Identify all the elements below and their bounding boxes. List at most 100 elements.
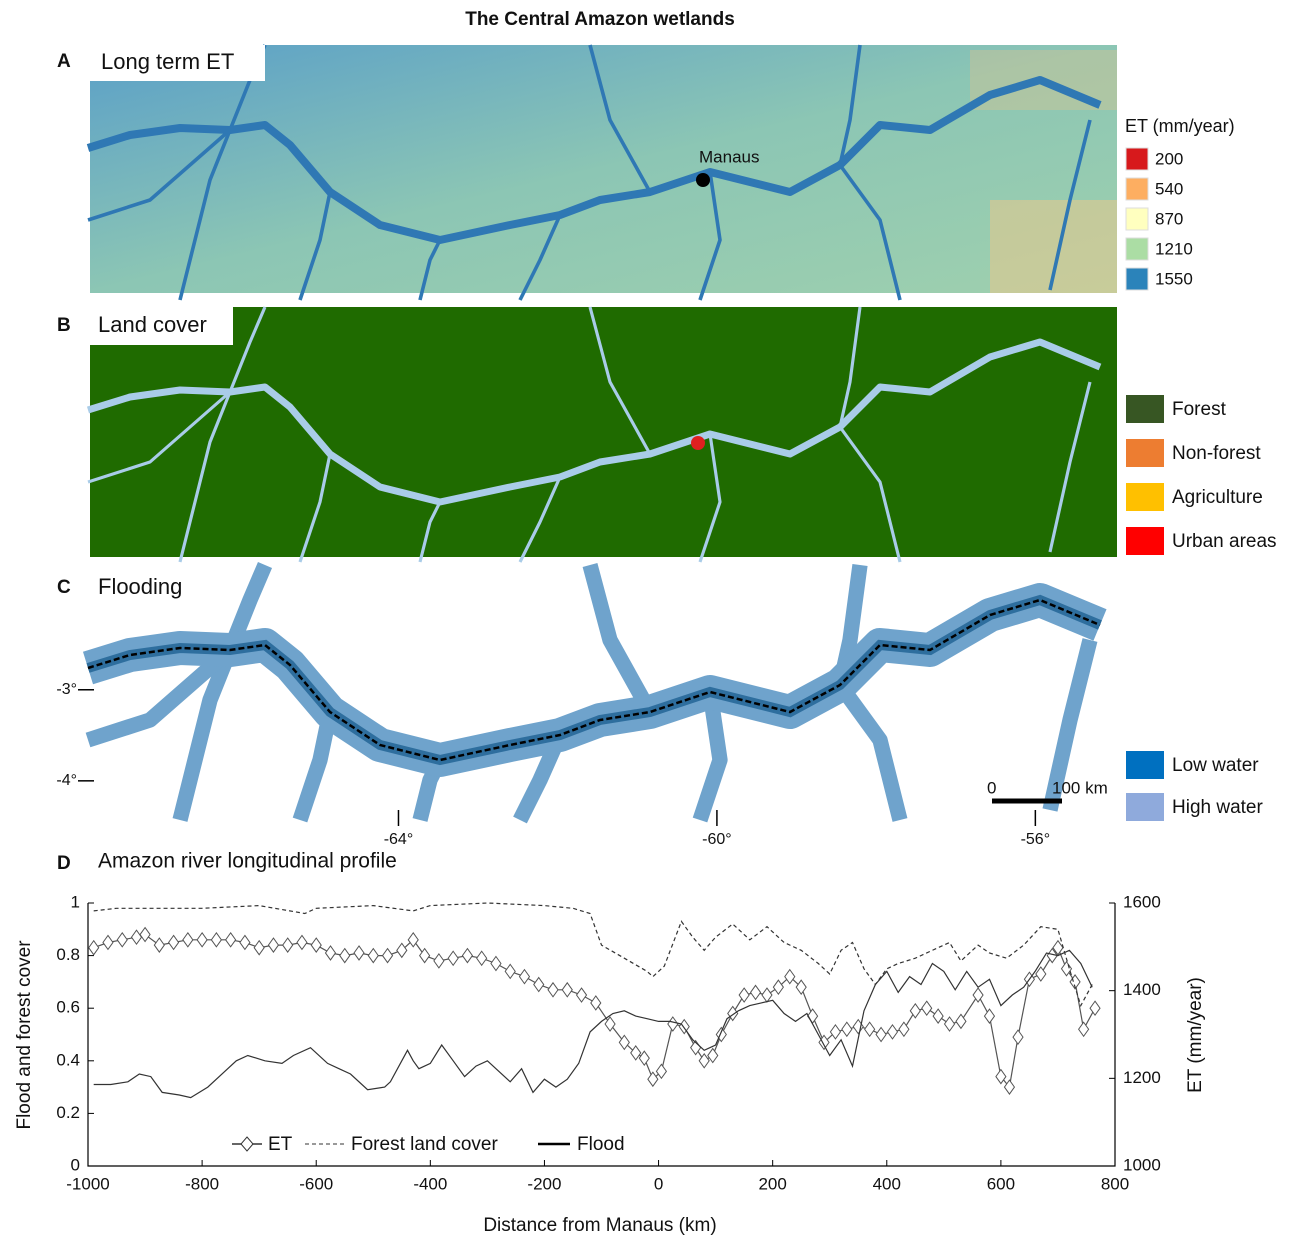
diamond-marker — [103, 935, 113, 949]
y2-tick-label: 1200 — [1123, 1068, 1161, 1087]
x-tick-label: 800 — [1101, 1174, 1129, 1193]
diamond-marker — [283, 938, 293, 952]
diamond-marker — [140, 928, 150, 942]
legend-label: 1210 — [1155, 239, 1193, 258]
y-tick-label: 0 — [71, 1155, 80, 1174]
y-tick-label: 0.2 — [56, 1103, 80, 1122]
diamond-marker — [491, 956, 501, 970]
y-tick-label: 0.8 — [56, 945, 80, 964]
diamond-marker — [89, 941, 99, 955]
panel-title: Amazon river longitudinal profile — [98, 850, 397, 873]
legend-label: 870 — [1155, 209, 1183, 228]
series-line — [94, 935, 1095, 1088]
diamond-marker — [311, 938, 321, 952]
x-tick-label: -800 — [185, 1174, 219, 1193]
diamond-marker — [397, 943, 407, 957]
scale-label: 0 — [987, 778, 996, 797]
x-tick-label: 200 — [758, 1174, 786, 1193]
lon-tick-label: -56° — [1021, 831, 1051, 848]
diamond-marker — [562, 983, 572, 997]
legend-label: Forest land cover — [351, 1134, 498, 1155]
diamond-marker — [183, 933, 193, 947]
lon-tick-label: -64° — [384, 831, 414, 848]
legend-swatch — [1126, 751, 1164, 779]
diamond-marker — [679, 1020, 689, 1034]
diamond-marker — [984, 1009, 994, 1023]
legend-label: Non-forest — [1172, 443, 1261, 464]
y2-axis-label: ET (mm/year) — [1185, 977, 1206, 1093]
legend-swatch — [1126, 178, 1148, 200]
x-tick-label: 600 — [987, 1174, 1015, 1193]
diamond-marker — [922, 1001, 932, 1015]
diamond-marker — [648, 1072, 658, 1086]
diamond-marker — [577, 988, 587, 1002]
lat-tick-label: -4° — [56, 772, 77, 789]
x-tick-label: -600 — [299, 1174, 333, 1193]
legend-swatch — [1126, 793, 1164, 821]
diamond-marker — [933, 1009, 943, 1023]
x-tick-label: -400 — [413, 1174, 447, 1193]
legend-swatch — [1126, 148, 1148, 170]
diamond-marker — [154, 938, 164, 952]
y-axis-label: Flood and forest cover — [14, 940, 35, 1130]
diamond-marker — [117, 933, 127, 947]
legend-label: Forest — [1172, 399, 1227, 420]
legend-swatch — [1126, 268, 1148, 290]
legend-label: Low water — [1172, 755, 1259, 776]
legend-swatch — [1126, 483, 1164, 511]
diamond-marker — [448, 951, 458, 965]
panel-title: Land cover — [98, 312, 207, 337]
panel-title: Long term ET — [101, 49, 234, 74]
legend-label: 200 — [1155, 149, 1183, 168]
diamond-marker — [297, 935, 307, 949]
manaus-point — [696, 173, 710, 187]
diamond-marker — [1079, 1022, 1089, 1036]
diamond-marker — [240, 935, 250, 949]
legend-label: Agriculture — [1172, 487, 1263, 508]
panel-letter: B — [57, 315, 71, 336]
diamond-marker — [211, 933, 221, 947]
legend-sample — [241, 1137, 253, 1151]
x-tick-label: 400 — [873, 1174, 901, 1193]
y2-tick-label: 1000 — [1123, 1155, 1161, 1174]
diamond-marker — [169, 935, 179, 949]
diamond-marker — [876, 1028, 886, 1042]
y-tick-label: 0.6 — [56, 998, 80, 1017]
diamond-marker — [268, 938, 278, 952]
diamond-marker — [668, 1017, 678, 1031]
page: {"title":"The Central Amazon wetlands", … — [0, 0, 1303, 1244]
legend-label: Urban areas — [1172, 531, 1277, 552]
legend-swatch — [1126, 208, 1148, 230]
legend-title: ET (mm/year) — [1125, 116, 1235, 136]
legend-label: 540 — [1155, 179, 1183, 198]
diamond-marker — [945, 1017, 955, 1031]
legend-swatch — [1126, 395, 1164, 423]
urban-mark — [691, 436, 705, 450]
y-tick-label: 0.4 — [56, 1050, 80, 1069]
tributary — [840, 685, 900, 820]
diamond-marker — [226, 933, 236, 947]
figure-title: The Central Amazon wetlands — [465, 9, 735, 30]
diamond-marker — [842, 1022, 852, 1036]
diamond-marker — [340, 949, 350, 963]
diamond-marker — [548, 983, 558, 997]
diamond-marker — [808, 1009, 818, 1023]
legend-swatch — [1126, 527, 1164, 555]
diamond-marker — [1090, 1001, 1100, 1015]
legend-label: ET — [268, 1134, 293, 1155]
y2-tick-label: 1400 — [1123, 980, 1161, 999]
x-tick-label: 0 — [654, 1174, 663, 1193]
panel-letter: A — [57, 51, 71, 72]
annotation: Manaus — [699, 147, 759, 166]
diamond-marker — [887, 1025, 897, 1039]
diamond-marker — [751, 985, 761, 999]
diamond-marker — [773, 980, 783, 994]
diamond-marker — [368, 949, 378, 963]
x-tick-label: -200 — [527, 1174, 561, 1193]
panel-letter: D — [57, 853, 71, 874]
series-line — [94, 950, 1092, 1097]
diamond-marker — [519, 970, 529, 984]
landcover-map — [90, 307, 1117, 557]
figure: The Central Amazon wetlands A Long term … — [0, 0, 1303, 1239]
legend-swatch — [1126, 238, 1148, 260]
